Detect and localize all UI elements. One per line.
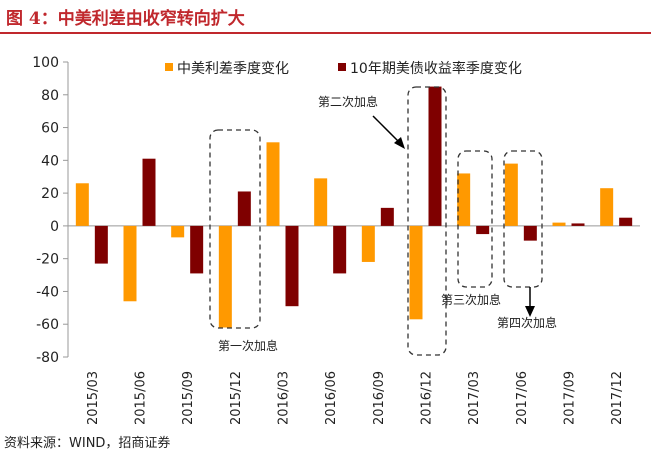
y-tick-label: -20 [36,252,59,268]
bar-spread [171,225,185,238]
y-tick-label: 40 [41,153,59,169]
bar-us10y [380,207,394,226]
legend-label: 10年期美债收益率季度变化 [350,60,522,77]
bar-spread [457,173,471,226]
x-tick-label: 2015/03 [86,371,101,425]
bar-spread [600,188,614,226]
x-tick-label: 2017/06 [515,371,530,425]
x-tick-label: 2017/09 [563,371,578,425]
legend-swatch [338,63,346,71]
annotation-label: 第三次加息 [441,292,501,307]
bar-us10y [523,225,537,241]
title-rule [0,32,651,34]
annotation-box [407,86,447,356]
y-tick-label: -60 [36,317,59,333]
bar-spread [361,225,375,262]
bar-spread [409,225,423,320]
chart-title: 图 4：中美利差由收窄转向扩大 [6,9,245,29]
y-tick-label: -80 [36,350,59,366]
source-note: 资料来源：WIND，招商证券 [4,436,171,451]
bar-spread [314,178,328,226]
annotation-box [209,129,261,329]
x-tick-label: 2015/09 [181,371,196,425]
bar-us10y [428,86,442,226]
bar-us10y [571,223,585,226]
bar-us10y [190,225,204,274]
bar-us10y [285,225,299,307]
arrow-head [525,306,535,317]
bar-chart: 100 80 60 40 20 0 -20 -40 -60 -80 2015/03 2015/06 20… [32,55,640,425]
bar-us10y [476,225,490,235]
y-tick-label: 100 [32,55,59,71]
x-tick-label: 2016/06 [324,371,339,425]
y-tick-label: 80 [41,88,59,104]
bar-spread [504,163,518,226]
y-tick-label: 0 [50,219,59,235]
annotation-label: 第一次加息 [218,338,278,353]
legend-label: 中美利差季度变化 [177,61,289,77]
annotation-box [457,150,493,288]
bar-us10y [142,158,156,226]
annotation-arrow [372,115,401,144]
x-tick-label: 2017/12 [610,371,625,425]
annotation-label: 第四次加息 [497,315,557,330]
bar-us10y [619,217,633,226]
x-tick-label: 2016/09 [372,371,387,425]
bar-spread [123,225,137,302]
x-tick-label: 2017/03 [467,371,482,425]
x-tick-label: 2016/03 [277,371,292,425]
bar-us10y [94,225,108,264]
annotation-label: 第二次加息 [318,94,378,109]
bar-spread [266,142,280,226]
y-tick-label: 60 [41,121,59,137]
annotation-box [503,150,543,288]
bar-spread [75,183,89,226]
bar-us10y [237,191,251,226]
y-tick-label: -40 [36,284,59,300]
x-tick-label: 2015/12 [229,371,244,425]
legend-swatch [165,63,173,71]
bar-spread [218,225,232,328]
y-tick-label: 20 [41,186,59,202]
x-tick-label: 2016/12 [420,371,435,425]
x-tick-label: 2015/06 [134,371,149,425]
bar-spread [552,222,566,226]
arrow-head [394,137,405,149]
bar-us10y [333,225,347,274]
